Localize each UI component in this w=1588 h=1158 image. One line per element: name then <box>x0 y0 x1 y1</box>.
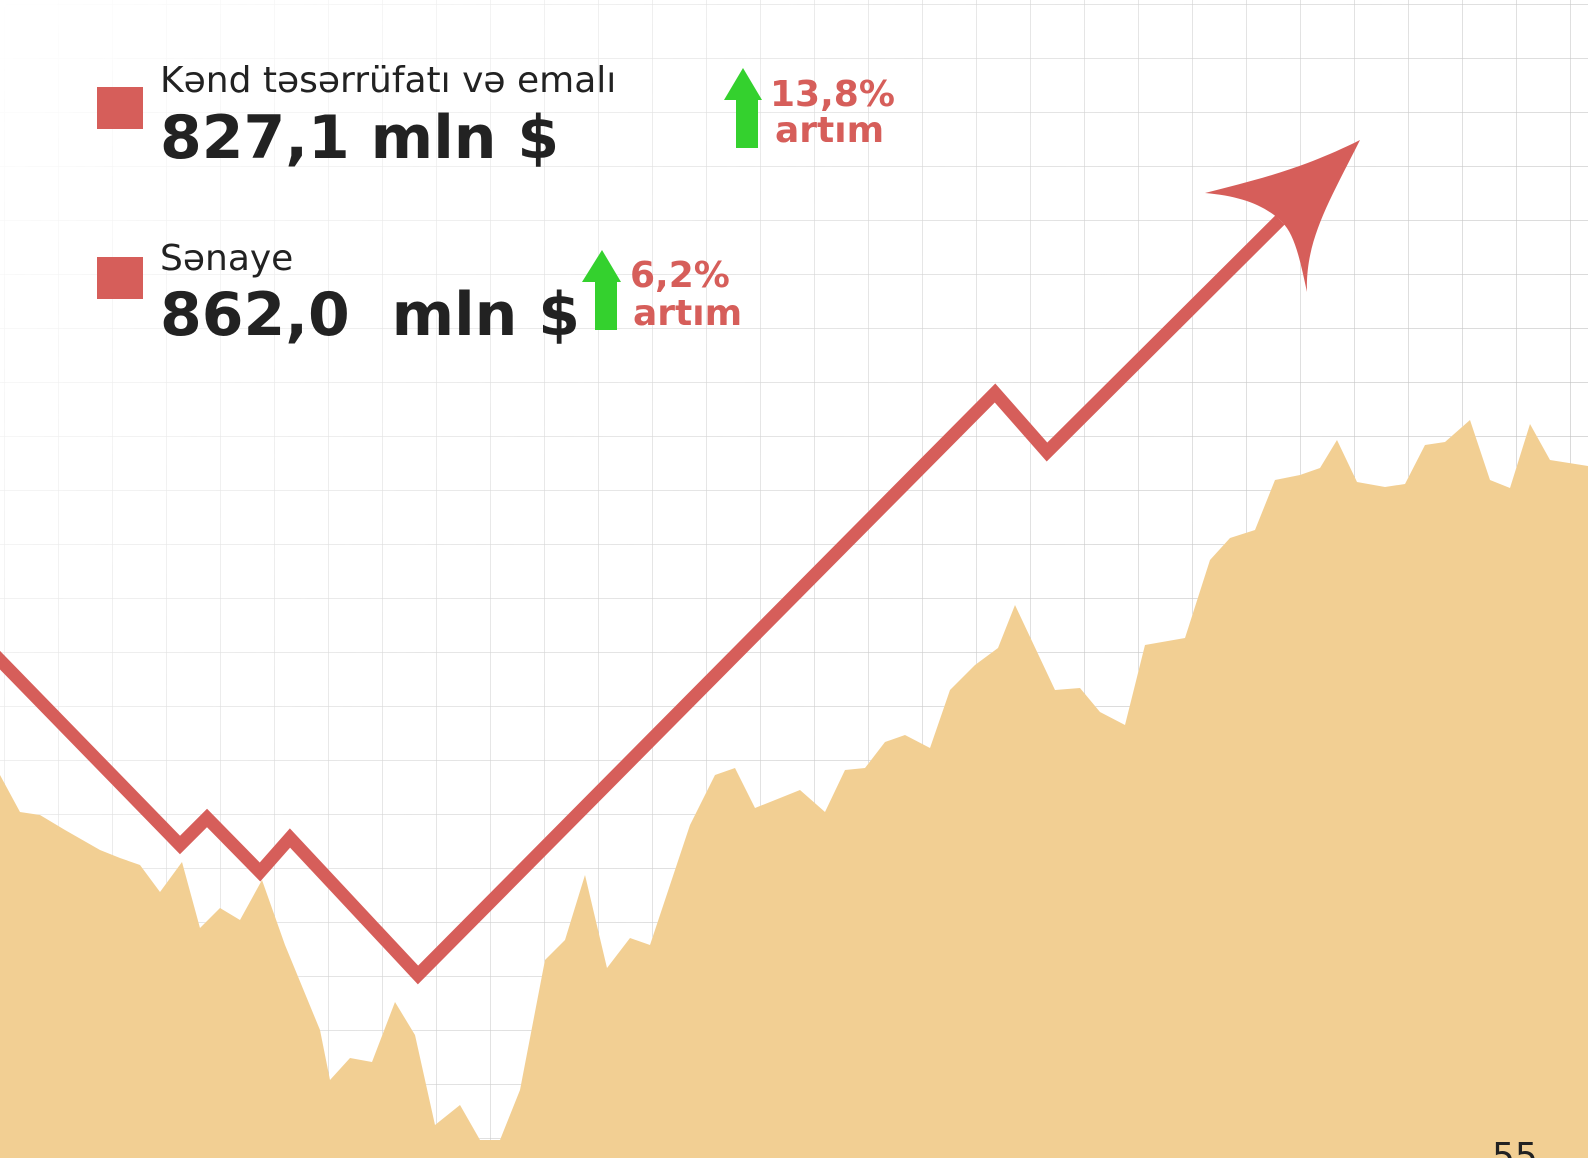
item-label: Sənaye <box>160 238 293 279</box>
item-value: 827,1 mln $ <box>160 103 559 173</box>
legend-swatch <box>97 87 143 129</box>
page-number: 55 <box>1492 1136 1538 1158</box>
item-change-label: artım <box>633 293 742 334</box>
legend-swatch <box>97 257 143 299</box>
trend-arrowhead <box>1205 140 1360 292</box>
item-change: 6,2% <box>630 255 730 296</box>
item-value: 862,0 mln $ <box>160 280 580 350</box>
item-label: Kənd təsərrüfatı və emalı <box>160 60 616 101</box>
trend-line <box>0 215 1285 985</box>
area-decoration <box>0 420 1588 1158</box>
up-arrow <box>582 250 621 330</box>
item-change: 13,8% <box>770 74 895 115</box>
item-change-label: artım <box>775 110 884 151</box>
up-arrow <box>724 68 762 148</box>
